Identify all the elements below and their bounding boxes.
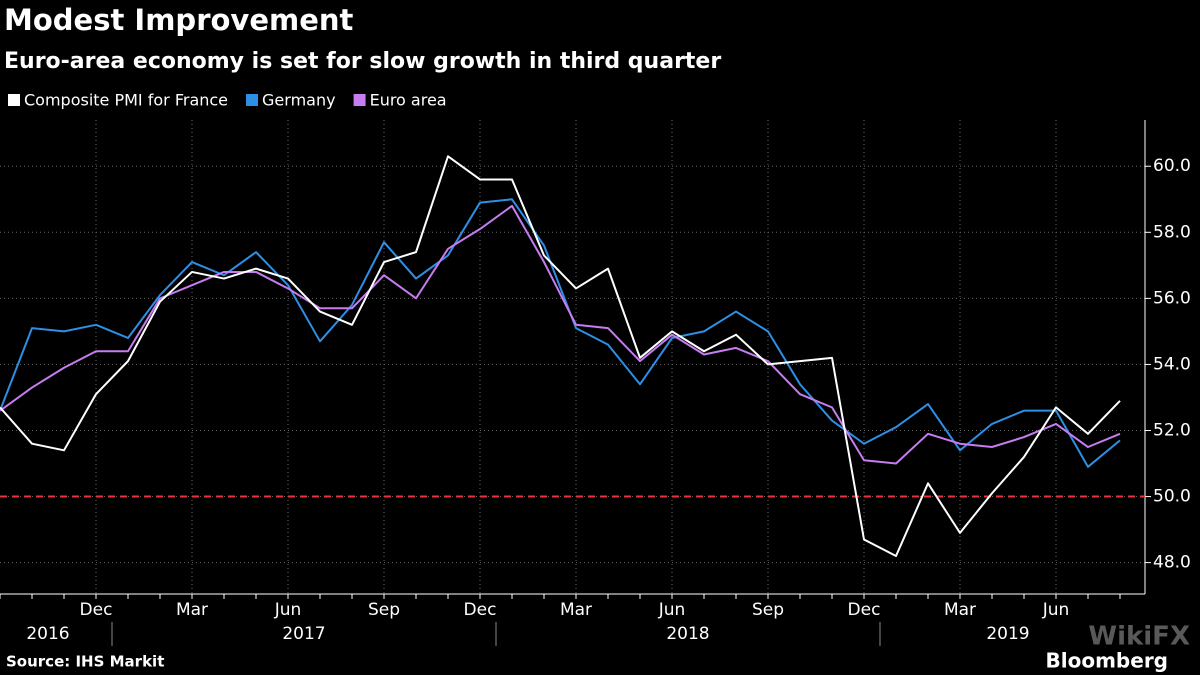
chart-title: Modest Improvement xyxy=(4,3,354,37)
watermark: WikiFX xyxy=(1088,622,1190,652)
chart-subtitle: Euro-area economy is set for slow growth… xyxy=(4,49,721,74)
legend-label: Composite PMI for France xyxy=(24,91,228,110)
y-tick-label: 60.0 xyxy=(1153,156,1191,176)
y-tick-label: 52.0 xyxy=(1153,420,1191,440)
legend-swatch xyxy=(353,94,366,106)
x-tick-label: Jun xyxy=(274,600,302,620)
y-tick-label: 54.0 xyxy=(1153,354,1191,374)
series-line xyxy=(0,204,1121,465)
x-tick-label: Mar xyxy=(176,600,208,620)
legend-label: Germany xyxy=(262,91,336,110)
brand: Bloomberg xyxy=(1046,649,1168,673)
y-tick-label: 48.0 xyxy=(1153,553,1191,573)
x-tick-label: Jun xyxy=(1042,600,1070,620)
x-tick-label: Dec xyxy=(80,600,113,620)
series-line xyxy=(0,198,1121,468)
y-tick-label: 58.0 xyxy=(1153,222,1191,242)
x-tick-label: Mar xyxy=(944,600,976,620)
y-tick-label: 50.0 xyxy=(1153,487,1191,507)
series-line xyxy=(0,155,1121,558)
x-tick-label: Dec xyxy=(848,600,881,620)
x-tick-label: Sep xyxy=(752,600,784,620)
x-tick-label: Dec xyxy=(464,600,497,620)
year-label: 2016 xyxy=(26,624,69,644)
year-label: 2019 xyxy=(986,624,1029,644)
x-tick-label: Jun xyxy=(658,600,686,620)
x-tick-label: Sep xyxy=(368,600,400,620)
year-label: 2017 xyxy=(282,624,325,644)
source: Source: IHS Markit xyxy=(6,653,164,671)
y-tick-label: 56.0 xyxy=(1153,288,1191,308)
x-tick-label: Mar xyxy=(560,600,592,620)
legend-label: Euro area xyxy=(370,91,447,110)
legend-swatch xyxy=(246,94,259,106)
year-label: 2018 xyxy=(666,624,709,644)
legend-swatch xyxy=(8,94,20,106)
